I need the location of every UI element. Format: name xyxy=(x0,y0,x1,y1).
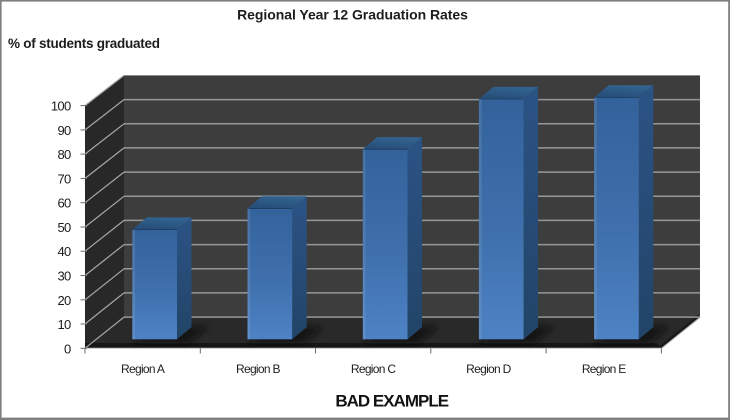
svg-text:100: 100 xyxy=(51,99,71,114)
svg-text:Region C: Region C xyxy=(351,362,396,376)
svg-text:Region B: Region B xyxy=(236,362,280,376)
svg-text:% of students graduated: % of students graduated xyxy=(8,36,160,51)
svg-text:70: 70 xyxy=(57,171,71,186)
svg-text:20: 20 xyxy=(57,293,71,308)
svg-text:BAD EXAMPLE: BAD EXAMPLE xyxy=(335,392,448,411)
svg-text:60: 60 xyxy=(57,196,71,211)
svg-text:Region D: Region D xyxy=(466,362,511,376)
svg-text:Region E: Region E xyxy=(582,362,626,376)
svg-text:40: 40 xyxy=(57,244,71,259)
svg-text:Region A: Region A xyxy=(121,362,165,376)
svg-text:10: 10 xyxy=(57,317,71,332)
svg-text:90: 90 xyxy=(57,123,71,138)
svg-text:50: 50 xyxy=(57,220,71,235)
svg-text:Regional Year 12 Graduation Ra: Regional Year 12 Graduation Rates xyxy=(237,7,468,23)
svg-text:0: 0 xyxy=(64,341,71,356)
svg-text:30: 30 xyxy=(57,269,71,284)
svg-text:80: 80 xyxy=(57,147,71,162)
